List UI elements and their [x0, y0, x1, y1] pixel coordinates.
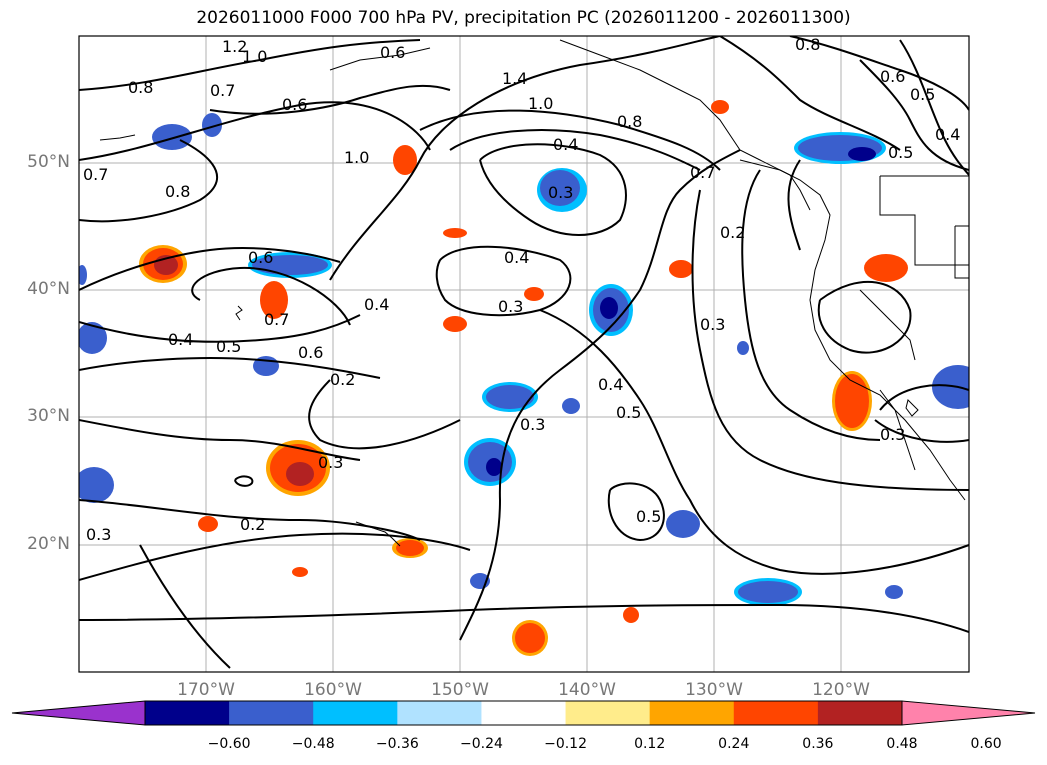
contour-label: 0.5 [636, 507, 661, 526]
colorbar-tick-label: 0.48 [886, 736, 918, 752]
contour-label: 0.5 [888, 143, 913, 162]
lon-tick-label: 150°W [431, 680, 489, 700]
colorbar-tick-label: −0.48 [291, 736, 335, 752]
colorbar [11, 700, 1036, 726]
map-frame [78, 35, 970, 673]
contour-label: 0.3 [520, 415, 545, 434]
colorbar-segment [649, 701, 735, 725]
colorbar-tick-label: 0.24 [718, 736, 750, 752]
contour-label: 0.8 [617, 112, 642, 131]
map-plot: 1.2 1.0 0.6 0.8 0.7 0.6 1.4 1.0 0.8 0.6 … [78, 35, 970, 673]
colorbar-segment [733, 701, 819, 725]
colorbar-tick-label: −0.60 [207, 736, 251, 752]
contour-label: 0.3 [880, 425, 905, 444]
colorbar-extend-low [12, 701, 145, 725]
contour-label: 0.4 [364, 295, 389, 314]
contour-label: 0.6 [380, 43, 405, 62]
colorbar-tick-label: 0.36 [802, 736, 834, 752]
colorbar-segment [817, 701, 903, 725]
contour-label: 0.6 [282, 95, 307, 114]
contour-label: 0.4 [935, 125, 960, 144]
colorbar-tick-label: −0.24 [459, 736, 503, 752]
coastline [99, 39, 969, 501]
lon-tick-label: 130°W [685, 680, 743, 700]
pv-contours [79, 36, 969, 669]
contour-label-group: 1.2 1.0 0.6 0.8 0.7 0.6 1.4 1.0 0.8 0.6 … [83, 35, 960, 544]
colorbar-segment [481, 701, 567, 725]
colorbar-segment [145, 701, 230, 725]
colorbar-segment [397, 701, 482, 725]
contour-label: 0.3 [86, 525, 111, 544]
contour-label: 0.8 [795, 35, 820, 54]
colorbar-tick-label: 0.60 [970, 736, 1002, 752]
colorbar-segment [229, 701, 314, 725]
contour-label: 0.4 [553, 135, 578, 154]
contour-label: 0.5 [910, 85, 935, 104]
contour-label: 0.3 [548, 183, 573, 202]
islands [235, 305, 919, 547]
contour-label: 1.0 [242, 47, 267, 66]
contour-label: 1.2 [222, 37, 247, 56]
contour-label: 0.8 [128, 78, 153, 97]
map-title: 2026011000 F000 700 hPa PV, precipitatio… [196, 8, 851, 28]
contour-label: 0.5 [216, 337, 241, 356]
contour-label: 1.0 [344, 148, 369, 167]
negative-anomaly-blob [79, 113, 969, 606]
lon-tick-label: 160°W [304, 680, 362, 700]
contour-label: 0.7 [210, 81, 235, 100]
lat-tick-label: 50°N [27, 152, 70, 172]
colorbar-tick-label: −0.36 [375, 736, 419, 752]
contour-label: 1.0 [528, 94, 553, 113]
colorbar-extend-high [902, 701, 1035, 725]
lon-tick-label: 120°W [812, 680, 870, 700]
lat-tick-label: 40°N [27, 279, 70, 299]
contour-label: 0.5 [616, 403, 641, 422]
lon-tick-label: 140°W [558, 680, 616, 700]
contour-label: 0.2 [330, 370, 355, 389]
contour-label: 0.4 [504, 248, 529, 267]
contour-label: 0.8 [165, 182, 190, 201]
contour-label: 0.7 [83, 165, 108, 184]
lat-tick-label: 20°N [27, 534, 70, 554]
contour-label: 1.4 [502, 69, 527, 88]
lat-tick-label: 30°N [27, 406, 70, 426]
contour-label: 0.6 [298, 343, 323, 362]
colorbar-segment [565, 701, 651, 725]
contour-label: 0.7 [690, 163, 715, 182]
contour-label: 0.2 [240, 515, 265, 534]
contour-label: 0.2 [720, 223, 745, 242]
gridlines [79, 36, 969, 672]
contour-label: 0.3 [498, 297, 523, 316]
contour-label: 0.3 [700, 315, 725, 334]
colorbar-tick-label: 0.12 [634, 736, 666, 752]
contour-label: 0.3 [318, 453, 343, 472]
lon-tick-label: 170°W [177, 680, 235, 700]
contour-label: 0.6 [248, 248, 273, 267]
colorbar-tick-label: −0.12 [544, 736, 587, 752]
colorbar-segment [313, 701, 398, 725]
contour-label: 0.7 [264, 310, 289, 329]
contour-label: 0.6 [880, 67, 905, 86]
contour-label: 0.4 [168, 330, 193, 349]
contour-label: 0.4 [598, 375, 623, 394]
